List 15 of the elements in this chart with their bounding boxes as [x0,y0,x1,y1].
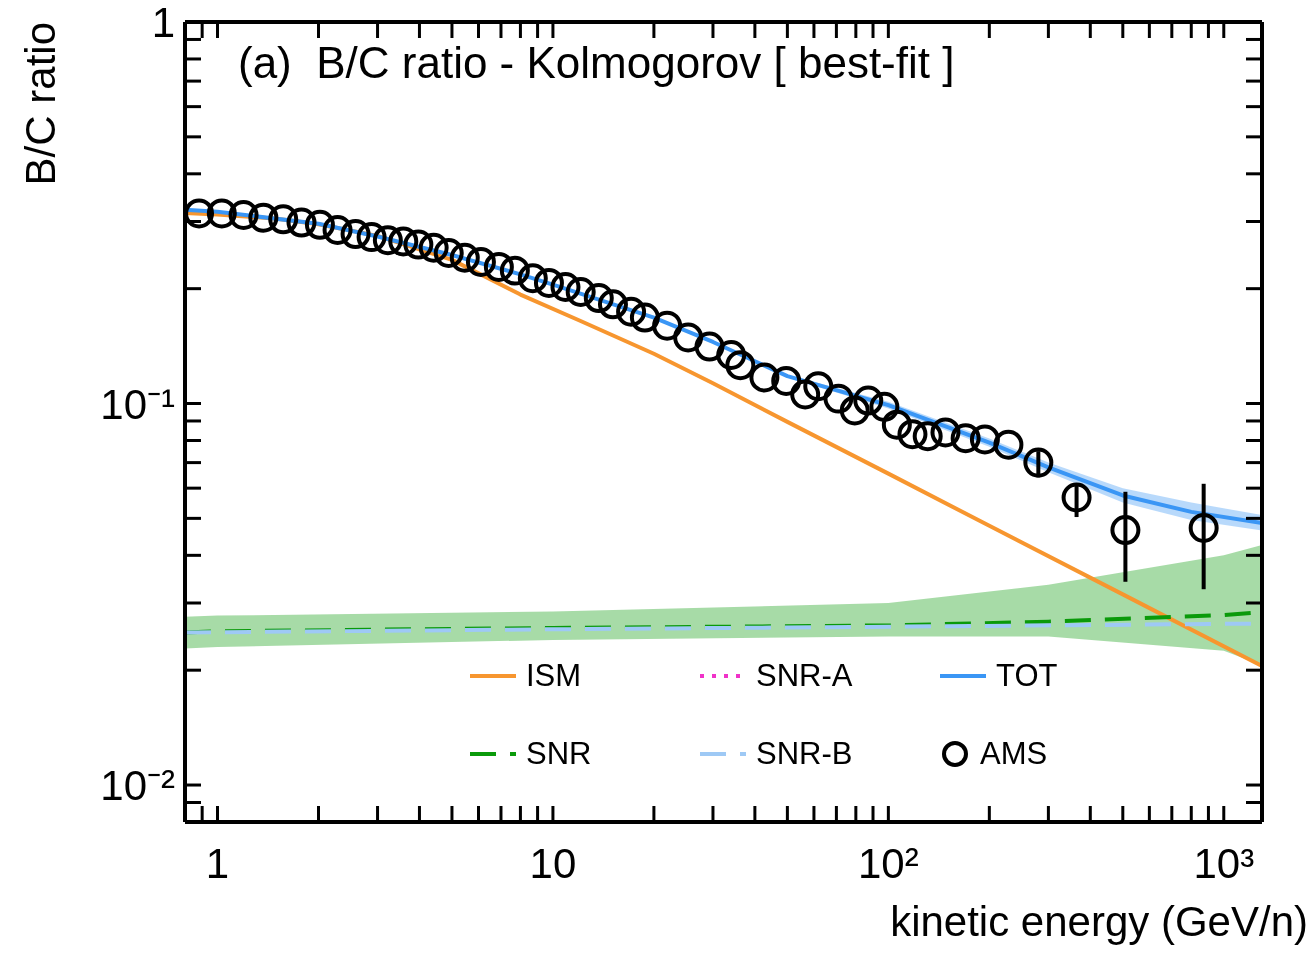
legend-label: SNR-B [756,736,853,772]
x-tick-label: 10³ [1193,840,1255,887]
legend-label: SNR [526,736,592,772]
x-tick-label: 1 [205,840,230,887]
legend-label: ISM [526,658,582,694]
y-tick-label: 10⁻² [100,761,176,809]
legend-label: TOT [996,658,1058,694]
chart-title: (a) B/C ratio - Kolmogorov [ best-fit ] [238,38,955,88]
x-tick-label: 10 [529,840,577,887]
legend-label: AMS [980,736,1048,772]
y-axis-title: B/C ratio [16,22,65,186]
legend-label: SNR-A [756,658,853,694]
x-tick-label: 10² [858,840,919,887]
x-axis-title: kinetic energy (GeV/n) [890,898,1308,946]
y-tick-label: 10⁻¹ [100,380,176,428]
